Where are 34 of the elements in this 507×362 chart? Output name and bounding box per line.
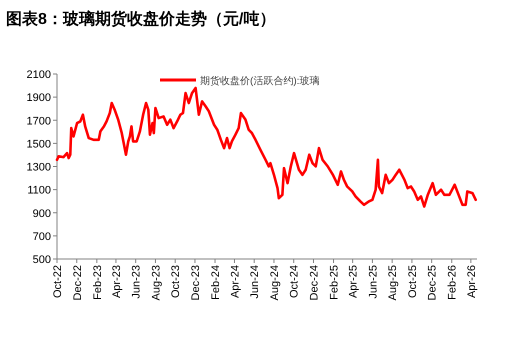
x-tick-label: Aug-24 [268, 265, 281, 300]
x-tick-label: Apr-24 [229, 265, 242, 298]
x-tick-label: Oct-22 [52, 265, 64, 298]
x-tick-label: Aug-23 [150, 265, 162, 300]
y-tick-label: 1700 [26, 115, 51, 128]
y-tick-label: 1500 [26, 138, 51, 150]
y-tick-label: 2100 [26, 69, 51, 81]
x-tick-label: Oct-24 [288, 265, 301, 298]
y-tick-label: 700 [32, 230, 51, 243]
y-tick-label: 900 [32, 208, 51, 220]
x-tick-label: Apr-26 [466, 265, 478, 298]
x-tick-label: Dec-24 [308, 265, 320, 300]
x-tick-label: Dec-23 [190, 265, 202, 300]
x-tick-label: Jun-23 [130, 265, 143, 299]
x-tick-label: Feb-24 [210, 265, 222, 300]
y-tick-label: 1900 [26, 92, 51, 104]
y-tick-label: 1300 [26, 162, 51, 174]
x-tick-label: Jun-24 [249, 265, 262, 299]
x-tick-label: Feb-26 [446, 265, 459, 300]
y-tick-label: 1100 [27, 184, 51, 197]
legend-label: 期货收盘价(活跃合约):玻璃 [200, 75, 320, 87]
chart-title: 图表8：玻璃期货收盘价走势（元/吨） [6, 10, 276, 28]
x-tick-label: Jun-25 [367, 265, 380, 299]
y-tick-label: 500 [32, 254, 51, 266]
x-tick-label: Dec-22 [72, 265, 84, 300]
line-series [56, 86, 477, 208]
x-tick-label: Oct-25 [406, 265, 419, 298]
x-tick-label: Feb-23 [92, 265, 104, 300]
x-tick-label: Dec-25 [426, 265, 439, 300]
x-tick-label: Aug-25 [387, 265, 400, 300]
x-tick-label: Apr-25 [348, 265, 360, 298]
x-tick-label: Oct-23 [170, 265, 182, 298]
x-tick-label: Feb-25 [328, 265, 341, 300]
x-tick-label: Apr-23 [110, 265, 123, 298]
